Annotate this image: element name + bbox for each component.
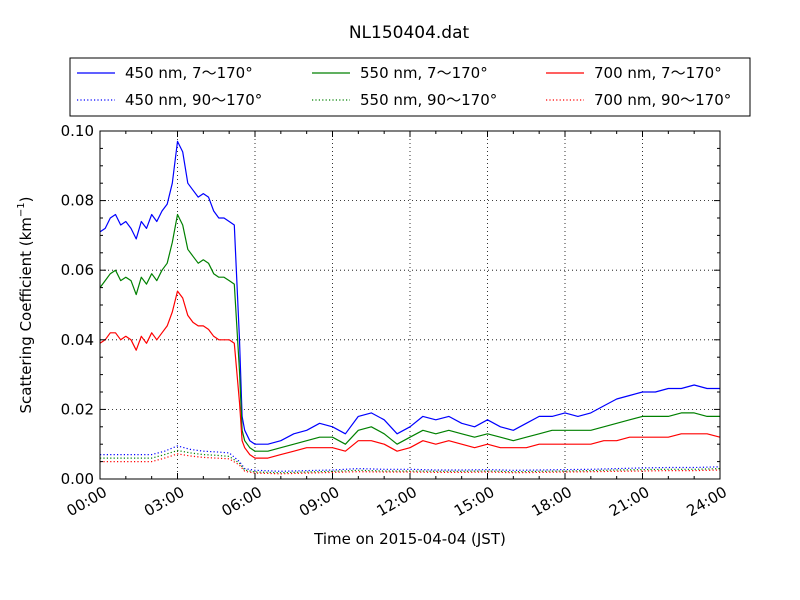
plot-area [99, 130, 721, 480]
y-tick-label-0: 0.00 [61, 470, 94, 488]
y-tick-labels: 0.00 0.02 0.04 0.06 0.08 0.10 [61, 122, 94, 488]
plot-background [100, 131, 720, 479]
legend-label-4: 550 nm, 90～170° [360, 91, 497, 109]
legend-frame [69, 57, 751, 117]
series-line-3 [100, 445, 721, 472]
y-tick-label-3: 0.06 [61, 261, 94, 279]
x-tick-label-4: 12:00 [374, 483, 420, 520]
series-layer [99, 140, 721, 475]
series-line-4 [100, 449, 721, 474]
y-tick-label-5: 0.10 [61, 122, 94, 140]
chart-title: NL150404.dat [349, 23, 470, 43]
series-line-2 [99, 290, 721, 459]
x-tick-label-5: 15:00 [451, 483, 497, 520]
x-axis-label: Time on 2015-04-04 (JST) [313, 530, 506, 548]
x-tick-labels: 00:00 03:00 06:00 09:00 12:00 15:00 18:00 21:00… [64, 483, 730, 520]
plot-frame [99, 130, 721, 480]
y-axis-label: Scattering Coefficient (km−1) [16, 196, 35, 413]
x-tick-label-1: 03:00 [141, 483, 187, 520]
legend-label-2: 700 nm, 7～170° [594, 64, 722, 82]
x-tick-label-3: 09:00 [296, 483, 342, 520]
legend-label-1: 550 nm, 7～170° [360, 64, 488, 82]
x-tick-label-7: 21:00 [606, 483, 652, 520]
x-tick-label-8: 24:00 [684, 483, 730, 520]
y-axis-label-close: ) [17, 196, 35, 202]
y-tick-label-4: 0.08 [61, 192, 94, 210]
x-tick-label-0: 00:00 [64, 483, 110, 520]
y-axis-label-unit-exponent: −1 [16, 202, 27, 217]
grid [100, 131, 720, 479]
legend-label-0: 450 nm, 7～170° [125, 64, 253, 82]
legend: 450 nm, 7～170° 550 nm, 7～170° 700 nm, 7～17… [69, 57, 751, 117]
x-tick-label-6: 18:00 [529, 483, 575, 520]
series-line-1 [99, 213, 720, 452]
legend-label-3: 450 nm, 90～170° [125, 91, 262, 109]
x-tick-label-2: 06:00 [219, 483, 265, 520]
y-tick-label-1: 0.02 [61, 400, 94, 418]
series-line-0 [99, 140, 720, 445]
y-tick-label-2: 0.04 [61, 331, 94, 349]
legend-label-5: 700 nm, 90～170° [594, 91, 731, 109]
y-axis-label-main: Scattering Coefficient (km [17, 217, 35, 413]
